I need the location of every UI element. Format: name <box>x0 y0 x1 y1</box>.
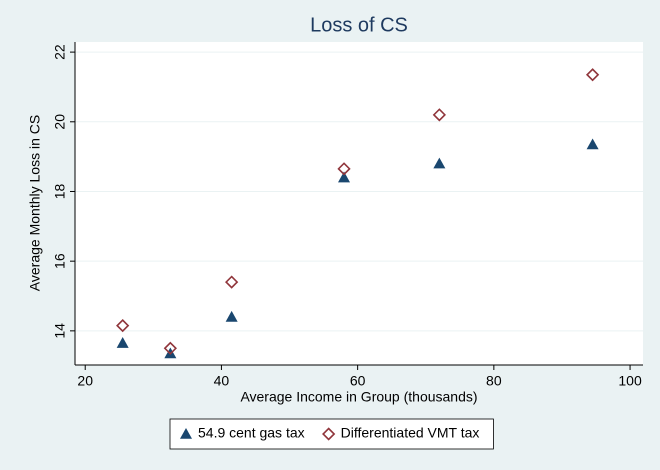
legend-box <box>169 418 494 450</box>
point <box>433 157 446 169</box>
y-tick-label: 14 <box>52 323 68 339</box>
x-tick-label: 20 <box>77 373 93 389</box>
x-axis-label: Average Income in Group (thousands) <box>240 389 477 405</box>
point <box>337 162 351 176</box>
y-tick-label: 16 <box>52 253 68 269</box>
legend-marker <box>180 428 192 439</box>
plot-area <box>75 42 643 365</box>
legend-label: 54.9 cent gas tax <box>198 425 305 441</box>
point <box>225 275 239 289</box>
y-tick-label: 20 <box>52 114 68 130</box>
x-tick-label: 80 <box>486 373 502 389</box>
x-tick-label: 40 <box>214 373 230 389</box>
y-tick-label: 22 <box>52 44 68 60</box>
y-tick-label: 18 <box>52 183 68 199</box>
x-tick-label: 60 <box>350 373 366 389</box>
point <box>586 138 599 150</box>
y-axis-label: Average Monthly Loss in CS <box>27 115 43 291</box>
point <box>338 171 351 183</box>
point <box>163 341 177 355</box>
point <box>225 310 238 322</box>
point <box>116 337 129 348</box>
legend-marker <box>322 427 336 441</box>
point <box>432 108 446 122</box>
legend-label: Differentiated VMT tax <box>341 425 480 441</box>
point <box>585 68 600 82</box>
x-tick-label: 100 <box>618 373 642 389</box>
legend: 54.9 cent gas tax Differentiated VMT tax <box>169 418 494 450</box>
point <box>116 318 130 333</box>
chart-title: Loss of CS <box>310 14 408 36</box>
